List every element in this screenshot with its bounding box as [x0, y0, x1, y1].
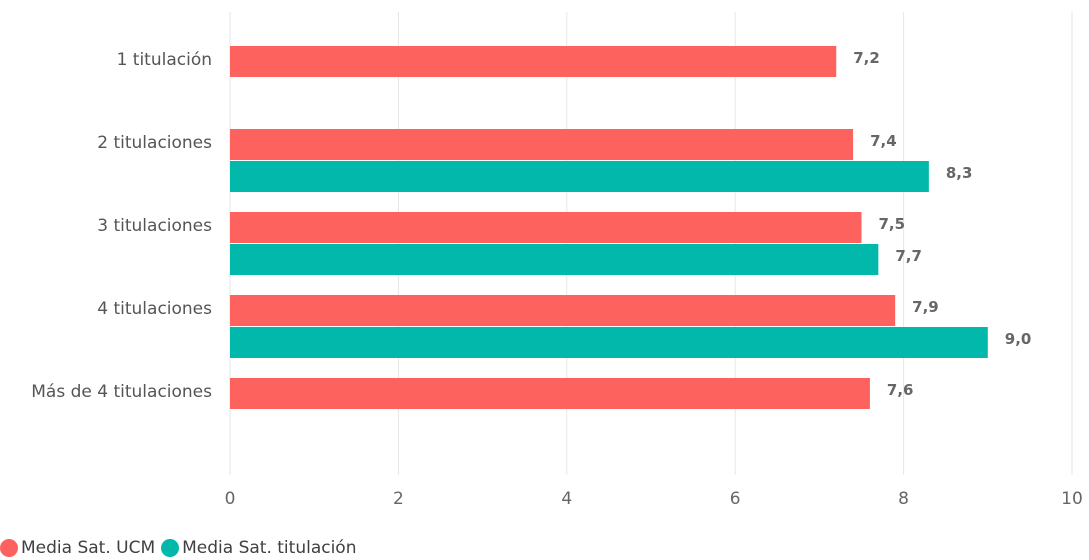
category-label: 1 titulación — [117, 50, 212, 70]
bar-ucm — [230, 129, 854, 160]
legend-item-ucm[interactable]: Media Sat. UCM — [0, 538, 155, 558]
x-tick-label-8: 8 — [898, 489, 909, 509]
bar-chart: 7,2 7,4 8,3 7,5 7,7 7,9 9,0 7,6 1 titulación 2 t… — [31, 12, 1083, 509]
x-tick-label-10: 10 — [1061, 489, 1083, 509]
data-labels: 7,2 7,4 8,3 7,5 7,7 7,9 9,0 7,6 — [853, 49, 1031, 399]
data-label: 7,6 — [887, 381, 914, 399]
data-label: 9,0 — [1005, 330, 1032, 348]
bar-titulacion — [230, 161, 929, 192]
category-labels: 1 titulación 2 titulaciones 3 titulaciones… — [31, 50, 212, 402]
legend-label-titulacion: Media Sat. titulación — [182, 538, 357, 558]
bar-ucm — [230, 295, 896, 326]
bar-ucm — [230, 46, 837, 77]
data-label: 7,5 — [879, 215, 906, 233]
bar-ucm — [230, 378, 870, 409]
legend-swatch-titulacion — [161, 539, 180, 557]
category-label: 3 titulaciones — [97, 216, 212, 236]
bars — [230, 46, 988, 409]
x-tick-label-6: 6 — [730, 489, 741, 509]
x-tick-label-4: 4 — [561, 489, 572, 509]
category-label: 4 titulaciones — [97, 299, 212, 319]
bar-titulacion — [230, 327, 988, 358]
category-label: Más de 4 titulaciones — [31, 382, 212, 402]
data-label: 8,3 — [946, 164, 973, 182]
x-tick-label-0: 0 — [225, 489, 236, 509]
legend-swatch-ucm — [0, 539, 18, 557]
legend-label-ucm: Media Sat. UCM — [21, 538, 156, 558]
data-label: 7,9 — [912, 298, 939, 316]
x-tick-label-2: 2 — [393, 489, 404, 509]
legend-item-titulacion[interactable]: Media Sat. titulación — [161, 538, 356, 558]
bar-titulacion — [230, 244, 879, 275]
x-tick-labels: 0 2 4 6 8 10 — [225, 489, 1083, 509]
data-label: 7,7 — [895, 247, 922, 265]
category-label: 2 titulaciones — [97, 133, 212, 153]
data-label: 7,2 — [853, 49, 880, 67]
legend: Media Sat. UCM Media Sat. titulación — [0, 537, 362, 559]
data-label: 7,4 — [870, 132, 897, 150]
bar-ucm — [230, 212, 862, 243]
